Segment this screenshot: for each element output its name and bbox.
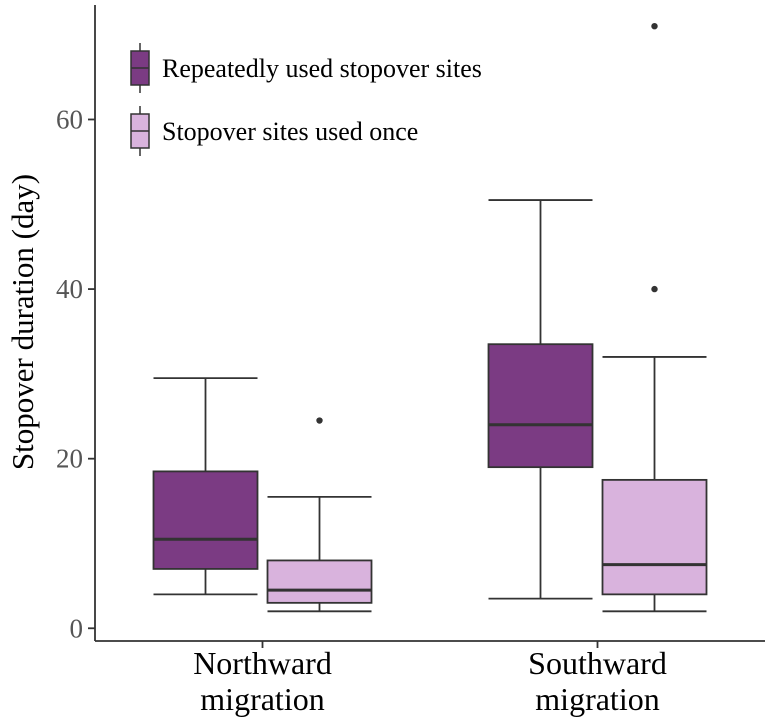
- y-tick-label: 40: [56, 274, 83, 304]
- legend-item: Stopover sites used once: [130, 106, 418, 156]
- box: [601, 478, 708, 596]
- x-tick-label: Northward: [193, 645, 332, 681]
- box-plot-group: [601, 23, 708, 613]
- outlier-point: [316, 417, 323, 424]
- x-tick-label: Southward: [528, 645, 667, 681]
- axes: 0204060NorthwardmigrationSouthwardmigrat…: [56, 5, 765, 717]
- legend-label: Repeatedly used stopover sites: [162, 54, 482, 83]
- legend-label: Stopover sites used once: [162, 117, 418, 146]
- y-tick-label: 0: [70, 613, 84, 643]
- outlier-point: [651, 23, 658, 30]
- y-axis-title: Stopover duration (day): [5, 174, 40, 470]
- box: [487, 343, 594, 469]
- box-plot-group: [152, 377, 259, 596]
- box: [266, 559, 373, 604]
- box-plot-group: [266, 417, 373, 613]
- x-tick-label: migration: [200, 681, 324, 717]
- plot-area: [152, 23, 708, 613]
- y-tick-label: 20: [56, 444, 83, 474]
- box: [152, 470, 259, 570]
- legend-item: Repeatedly used stopover sites: [130, 43, 482, 93]
- legend: Repeatedly used stopover sites Stopover s…: [130, 43, 482, 156]
- y-tick-label: 60: [56, 104, 83, 134]
- x-tick-label: migration: [535, 681, 659, 717]
- outlier-point: [651, 285, 658, 293]
- box-plot-group: [487, 199, 594, 600]
